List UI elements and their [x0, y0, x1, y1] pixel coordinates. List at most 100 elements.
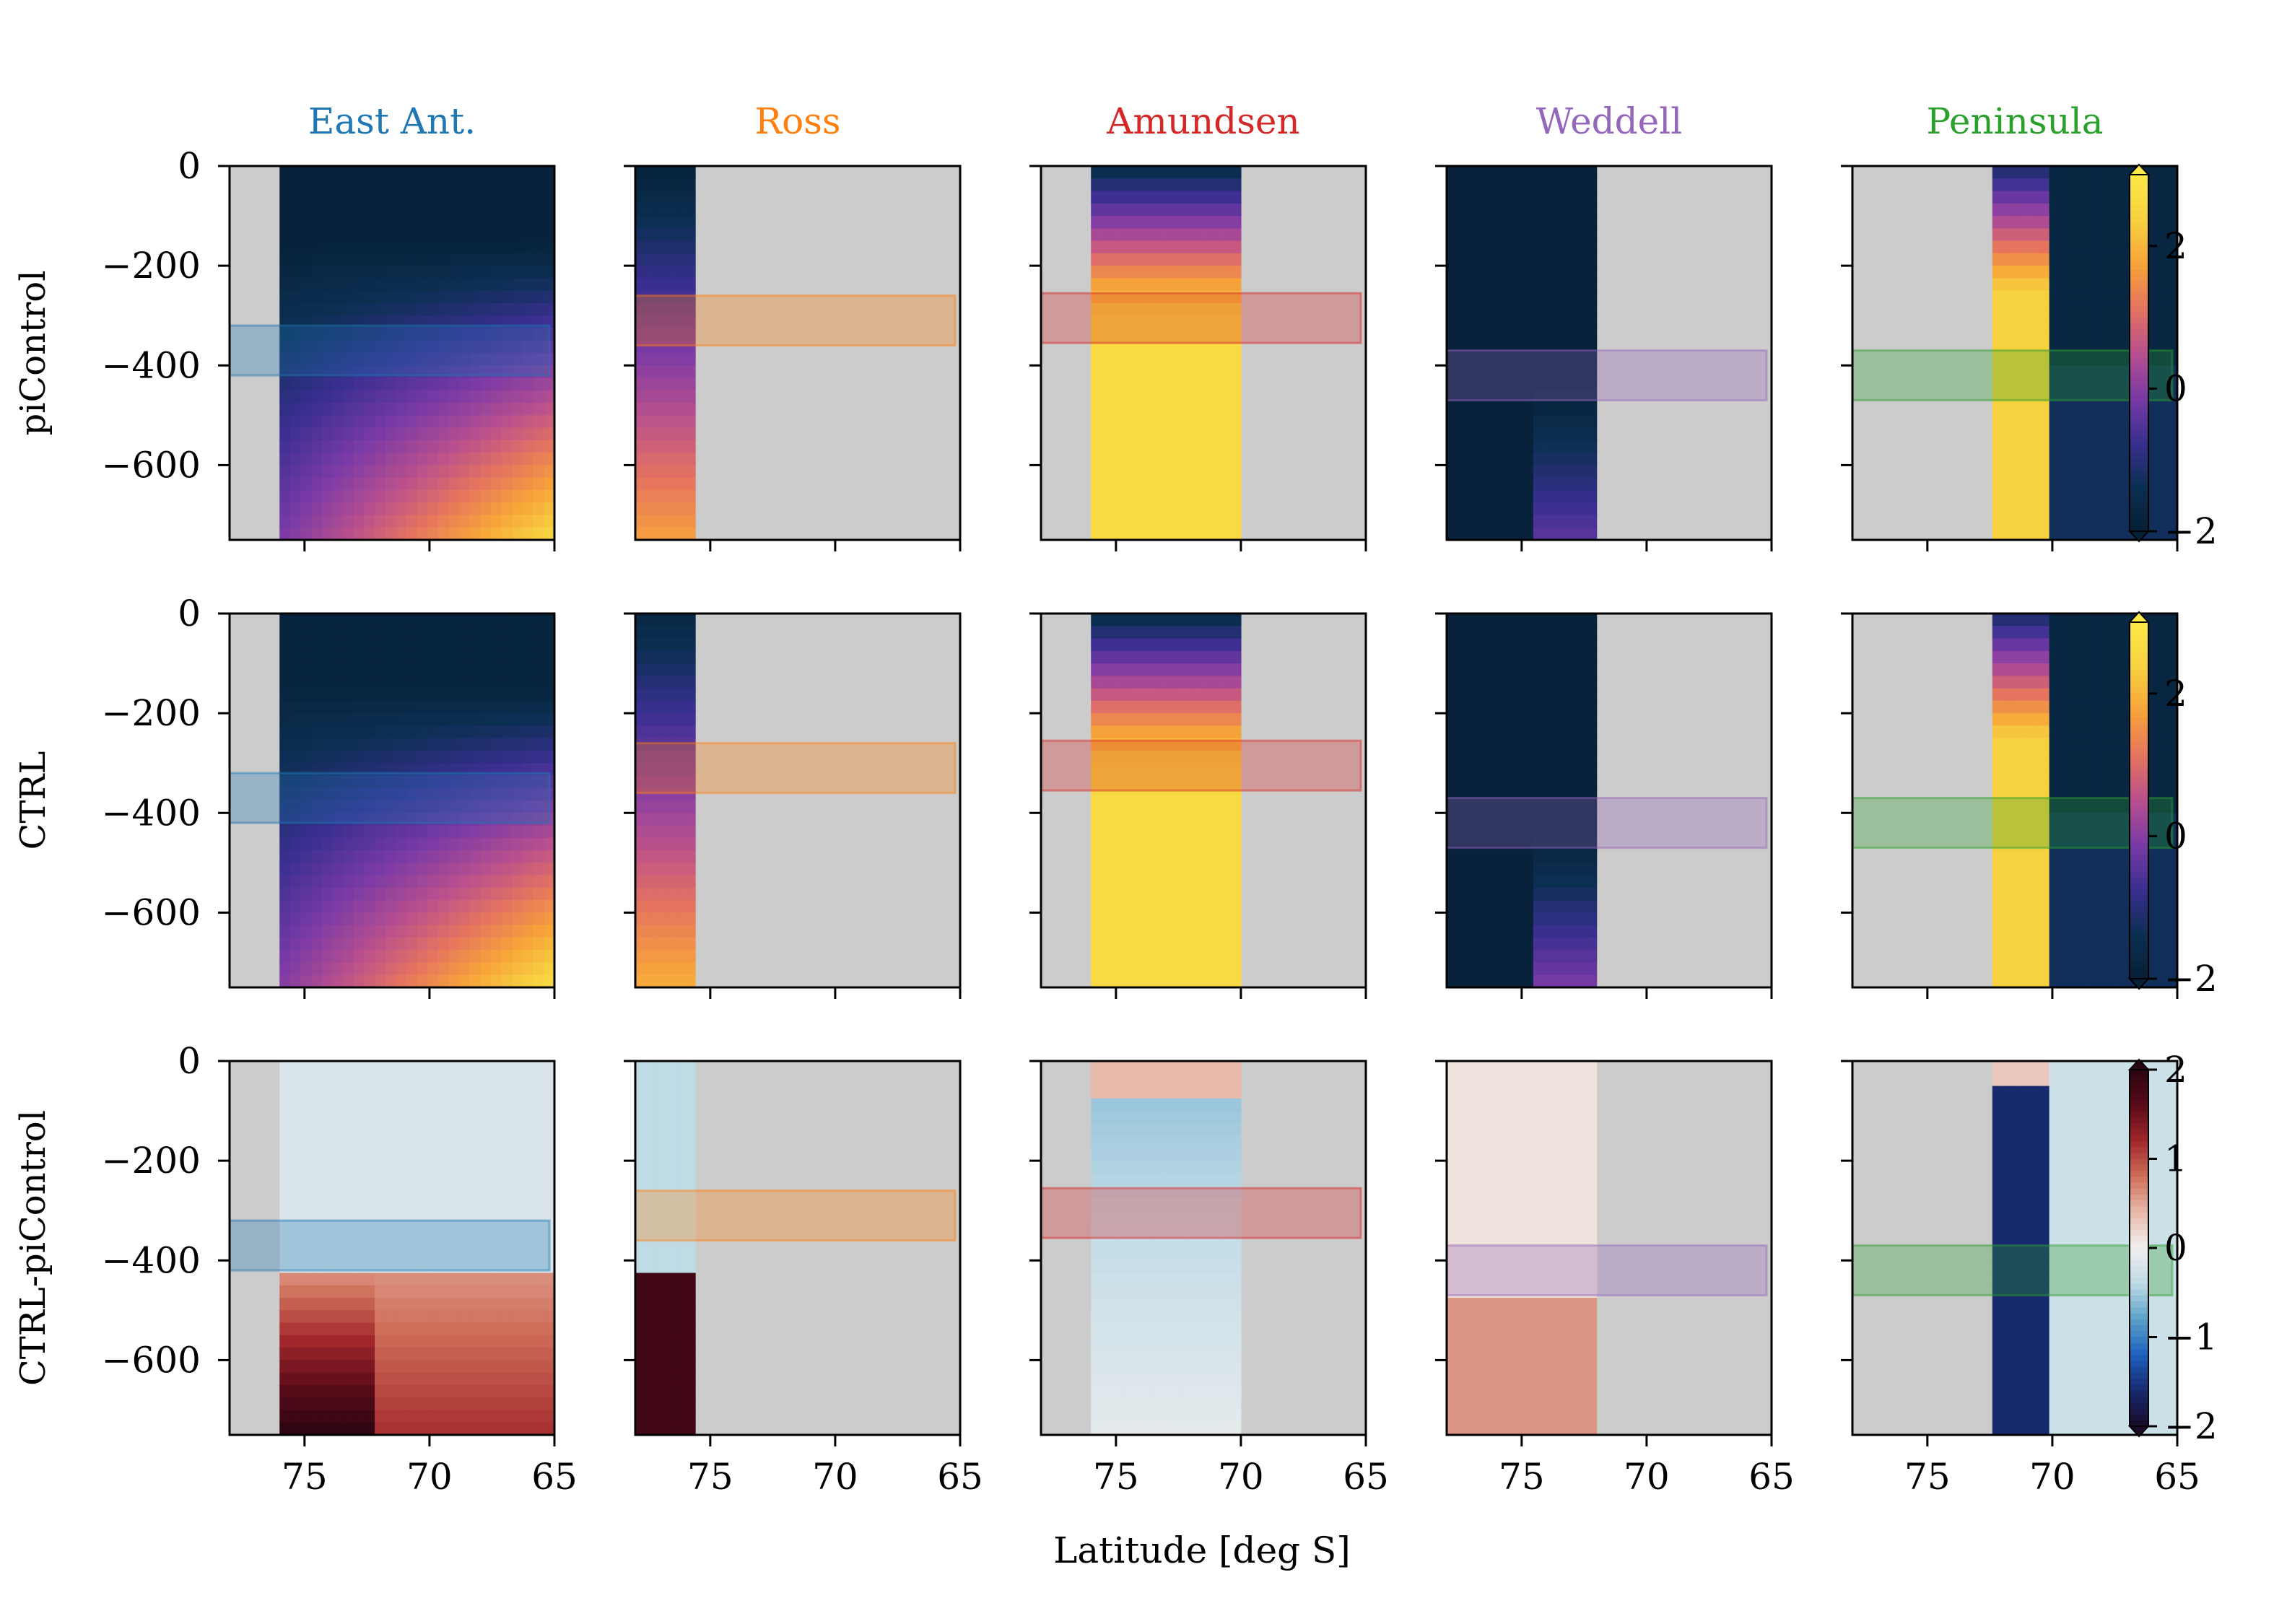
heatmap-cell	[289, 453, 302, 466]
heatmap-cell	[396, 912, 407, 926]
heatmap-cell	[491, 403, 502, 416]
heatmap-cell	[396, 353, 407, 366]
heatmap-cell	[1463, 527, 1471, 541]
heatmap-cell	[480, 638, 492, 652]
heatmap-cell	[396, 489, 407, 503]
heatmap-cell	[1573, 515, 1580, 528]
heatmap-cell	[676, 365, 680, 379]
heatmap-cell	[1544, 240, 1551, 254]
heatmap-cell	[1229, 390, 1236, 403]
heatmap-cell	[644, 453, 648, 466]
heatmap-cell	[1195, 403, 1201, 416]
heatmap-cell	[1579, 365, 1586, 379]
heatmap-cell	[686, 390, 689, 403]
heatmap-cell	[676, 390, 680, 403]
heatmap-cell	[1183, 403, 1190, 416]
heatmap-cell	[512, 253, 523, 266]
heatmap-cell	[667, 353, 671, 366]
heatmap-cell	[396, 738, 407, 751]
heatmap-cell	[1189, 453, 1195, 466]
heatmap-cell	[501, 302, 513, 316]
heatmap-cell	[1166, 315, 1172, 329]
heatmap-cell	[1166, 328, 1172, 341]
heatmap-cell	[2006, 415, 2015, 429]
heatmap-cell	[2034, 440, 2043, 453]
heatmap-cell	[279, 216, 291, 229]
heatmap-cell	[375, 515, 386, 528]
heatmap-cell	[427, 390, 439, 403]
heatmap-cell	[684, 166, 687, 179]
heatmap-cell	[1206, 365, 1213, 379]
heatmap-cell	[2148, 390, 2157, 403]
heatmap-cell	[1102, 278, 1109, 292]
heatmap-cell	[279, 377, 291, 391]
heatmap-cell	[364, 950, 375, 964]
heatmap-cell	[690, 527, 694, 541]
heatmap-cell	[289, 228, 302, 242]
heatmap-cell	[679, 178, 682, 192]
heatmap-cell	[417, 191, 428, 204]
heatmap-cell	[2078, 515, 2086, 528]
heatmap-cell	[1556, 290, 1563, 304]
heatmap-cell	[1091, 166, 1097, 179]
heatmap-cell	[1211, 216, 1219, 229]
heatmap-cell	[1492, 515, 1499, 528]
heatmap-cell	[2070, 502, 2078, 516]
heatmap-cell	[667, 415, 671, 429]
heatmap-cell	[1125, 465, 1132, 479]
heatmap-cell	[364, 403, 375, 416]
heatmap-cell	[491, 216, 502, 229]
heatmap-cell	[1097, 365, 1103, 379]
heatmap-cell	[1166, 403, 1172, 416]
heatmap-cell	[1097, 527, 1103, 541]
heatmap-cell	[321, 203, 334, 217]
heatmap-cell	[300, 725, 312, 739]
heatmap-cell	[2091, 477, 2100, 491]
heatmap-cell	[679, 216, 682, 229]
heatmap-cell	[2056, 377, 2064, 391]
heatmap-cell	[1091, 403, 1097, 416]
heatmap-cell	[2106, 377, 2114, 391]
heatmap-cell	[1999, 216, 2008, 229]
heatmap-cell	[533, 278, 544, 292]
heatmap-cell	[1498, 216, 1505, 229]
heatmap-cell	[512, 203, 523, 217]
heatmap-cell	[686, 191, 689, 204]
heatmap-cell	[688, 465, 692, 479]
heatmap-cell	[279, 340, 291, 354]
heatmap-cell	[1585, 377, 1592, 391]
heatmap-cell	[480, 502, 492, 516]
heatmap-cell	[2156, 390, 2164, 403]
heatmap-cell	[512, 477, 523, 491]
heatmap-cell	[1556, 253, 1563, 266]
heatmap-cell	[385, 950, 396, 964]
heatmap-cell	[279, 974, 291, 988]
heatmap-cell	[544, 315, 555, 329]
heatmap-cell	[667, 253, 671, 266]
heatmap-cell	[375, 465, 386, 479]
heatmap-cell	[385, 775, 396, 789]
heatmap-cell	[1556, 403, 1563, 416]
heatmap-cell	[1137, 515, 1143, 528]
heatmap-cell	[640, 415, 643, 429]
heatmap-cell	[300, 502, 312, 516]
heatmap-cell	[686, 477, 689, 491]
heatmap-cell	[1590, 340, 1598, 354]
heatmap-cell	[448, 302, 460, 316]
heatmap-cell	[1458, 340, 1465, 354]
heatmap-cell	[1234, 403, 1242, 416]
heatmap-cell	[523, 974, 534, 988]
heatmap-cell	[1463, 453, 1471, 466]
heatmap-cell	[279, 725, 291, 739]
heatmap-cell	[1486, 365, 1494, 379]
heatmap-cell	[1510, 453, 1517, 466]
heatmap-cell	[2099, 377, 2107, 391]
heatmap-cell	[640, 453, 643, 466]
heatmap-cell	[512, 837, 523, 851]
heatmap-cell	[1091, 377, 1097, 391]
heatmap-cell	[1102, 502, 1109, 516]
heatmap-cell	[279, 453, 291, 466]
heatmap-cell	[2034, 377, 2043, 391]
heatmap-cell	[1515, 477, 1522, 491]
heatmap-cell	[289, 477, 302, 491]
